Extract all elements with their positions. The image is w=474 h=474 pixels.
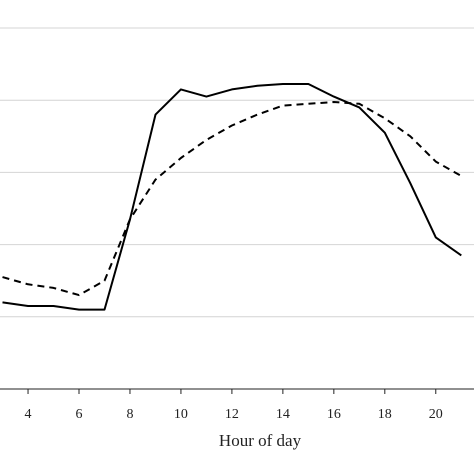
x-tick-label-8: 8 — [126, 407, 133, 422]
series-line-dashed — [2, 101, 462, 297]
x-tick-label-16: 16 — [327, 407, 341, 422]
x-tick-label-20: 20 — [429, 407, 443, 422]
x-tick-label-12: 12 — [225, 407, 239, 422]
series-line-solid — [2, 83, 462, 311]
gridlines — [0, 27, 474, 318]
x-tick-label-6: 6 — [76, 407, 83, 422]
x-tick-label-4: 4 — [25, 407, 32, 422]
series-group — [2, 83, 462, 311]
x-tick-label-18: 18 — [378, 407, 392, 422]
x-axis-title: Hour of day — [219, 431, 302, 450]
x-tick-label-10: 10 — [174, 407, 188, 422]
x-ticks: 4 6 8 10 12 14 16 18 20 — [25, 389, 443, 422]
x-tick-label-14: 14 — [276, 407, 290, 422]
